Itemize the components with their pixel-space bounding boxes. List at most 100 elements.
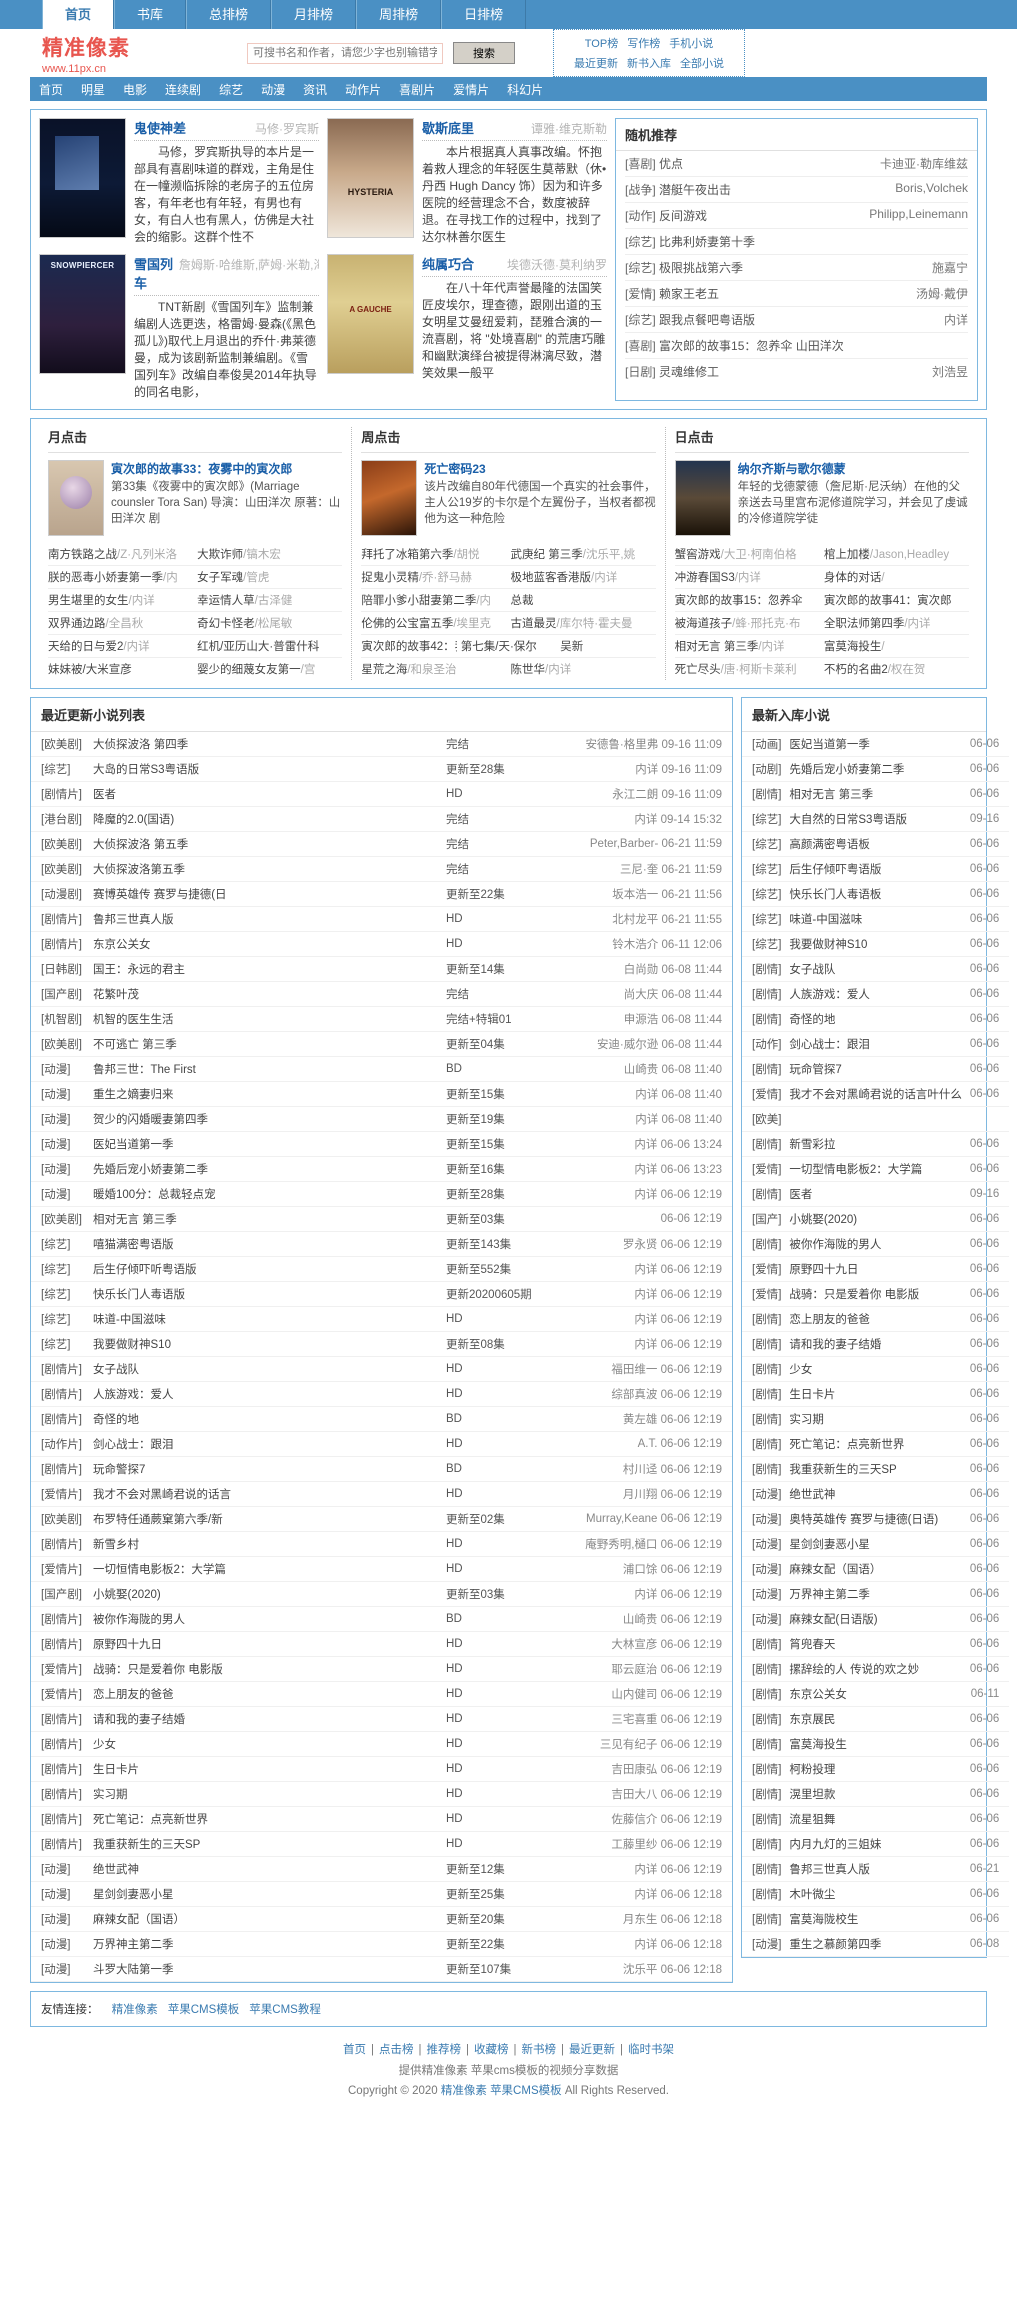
update-cell-c-name[interactable]: 新雪乡村 [89,1531,442,1557]
random-recommend-item[interactable]: [综艺] 极限挑战第六季 施嘉宁 [625,255,968,281]
featured-title[interactable]: 歇斯底里 [422,121,475,136]
newstore-cell-n-name[interactable]: 味道-中国滋味 [785,906,966,932]
nav-item-3[interactable]: 连续剧 [165,82,202,97]
click-list-cell[interactable]: 不朽的名曲2/权在贺 [824,661,969,677]
update-cell-c-name[interactable]: 布罗特任通蕨窠第六季/新 [89,1506,442,1532]
update-cell-c-name[interactable]: 大侦探波洛 第五季 [89,831,442,857]
newstore-cell-n-name[interactable]: 东京公关女 [785,1681,966,1707]
search-input[interactable] [247,42,443,64]
newstore-cell-n-name[interactable]: 重生之慕颜第四季 [785,1931,966,1957]
random-recommend-item[interactable]: [爱情] 赖家王老五 汤姆·戴伊 [625,281,968,307]
update-cell-c-name[interactable]: 重生之嫡妻归来 [89,1081,442,1107]
newstore-cell-n-name[interactable]: 东京展民 [785,1706,966,1732]
newstore-cell-n-name[interactable]: 柯粉投理 [785,1756,966,1782]
update-cell-c-name[interactable]: 小姚娶(2020) [89,1581,442,1607]
newstore-cell-n-name[interactable]: 相对无言 第三季 [785,781,966,807]
newstore-cell-n-name[interactable]: 麻辣女配(日语版) [785,1606,966,1632]
update-cell-c-name[interactable]: 请和我的妻子结婚 [89,1706,442,1732]
update-cell-c-name[interactable]: 鲁邦三世：The First [89,1056,442,1082]
click-list-cell[interactable]: 陈世华/内详 [511,661,656,677]
newstore-cell-n-name[interactable]: 剑心战士：跟泪 [785,1031,966,1057]
click-featured-title[interactable]: 死亡密码23 [424,462,486,476]
update-cell-c-name[interactable]: 医妃当道第一季 [89,1131,442,1157]
newstore-cell-n-name[interactable]: 人族游戏：爱人 [785,981,966,1007]
footer-nav-1[interactable]: 点击榜 [379,2044,414,2056]
newstore-cell-n-name[interactable]: 我才不会对黑崎君说的话言叶什么 [785,1081,966,1107]
friend-link-1[interactable]: 苹果CMS模板 [167,2004,240,2016]
random-recommend-item[interactable]: [日剧] 灵魂维修工 刘浩昱 [625,359,968,384]
footer-nav-2[interactable]: 推荐榜 [426,2044,462,2056]
click-list-cell[interactable]: 死亡尽头/唐·柯斯卡莱利 [675,661,820,677]
movie-poster[interactable] [39,254,126,374]
update-cell-c-name[interactable]: 大岛的日常S3粤语版 [89,756,442,782]
movie-poster[interactable] [327,254,414,374]
click-list-cell[interactable]: 奇幻卡怪老/松尾敏 [197,615,342,631]
newstore-cell-n-name[interactable]: 被你作海陇的男人 [785,1231,966,1257]
update-cell-c-name[interactable]: 原野四十九日 [89,1631,442,1657]
update-cell-c-name[interactable]: 医者 [89,781,442,807]
newstore-cell-n-name[interactable]: 流星狙舞 [785,1806,966,1832]
search-button[interactable]: 搜索 [453,42,515,64]
random-recommend-item[interactable]: [综艺] 比弗利娇妻第十季 [625,229,968,255]
click-list-cell[interactable]: 富莫海投生/ [824,638,969,654]
newstore-cell-n-name[interactable]: 绝世武神 [785,1481,966,1507]
top-tab-5[interactable]: 日排榜 [441,0,527,29]
newstore-cell-n-name[interactable] [785,1106,966,1132]
update-cell-c-name[interactable]: 我要做财神S10 [89,1331,442,1357]
footer-copy-link-0[interactable]: 精准像素 [440,2085,487,2097]
click-list-cell[interactable]: 寅次郎的故事15：忽养伞 [675,592,820,608]
nav-item-1[interactable]: 明星 [81,82,106,97]
update-cell-c-name[interactable]: 斗罗大陆第一季 [89,1956,442,1982]
newstore-cell-n-name[interactable]: 小姚娶(2020) [785,1206,966,1232]
movie-poster[interactable] [674,460,731,536]
newstore-cell-n-name[interactable]: 少女 [785,1356,966,1382]
newstore-cell-n-name[interactable]: 新雪彩拉 [785,1131,966,1157]
friend-link-2[interactable]: 苹果CMS教程 [249,2004,321,2016]
nav-item-10[interactable]: 科幻片 [507,82,544,97]
update-cell-c-name[interactable]: 我才不会对黑崎君说的话言 [89,1481,442,1507]
newstore-cell-n-name[interactable]: 后生仔倾吓粤语版 [785,856,966,882]
quick-link-1-0[interactable]: 最近更新 [574,58,618,70]
newstore-cell-n-name[interactable]: 奇怪的地 [785,1006,966,1032]
click-list-cell[interactable]: 寅次郎的故事42：我的舅 [361,638,456,654]
click-list-cell[interactable]: 拜托了冰箱第六季/胡悦 [361,546,506,562]
random-recommend-item[interactable]: [喜剧] 优点 卡迪亚·勒库维兹 [625,151,968,177]
quick-link-1-2[interactable]: 全部小说 [680,58,724,70]
update-cell-c-name[interactable]: 先婚后宠小娇妻第二季 [89,1156,442,1182]
random-recommend-item[interactable]: [喜剧] 富次郎的故事15：忽养伞 山田洋次 [625,333,968,359]
click-list-cell[interactable]: 蟹窖游戏/大卫·柯南伯格 [675,546,820,562]
newstore-cell-n-name[interactable]: 筲兜春天 [785,1631,966,1657]
nav-item-5[interactable]: 动漫 [261,82,286,97]
nav-item-9[interactable]: 爱情片 [453,82,490,97]
featured-title[interactable]: 纯属巧合 [422,257,475,272]
update-cell-c-name[interactable]: 玩命警探7 [89,1456,442,1482]
newstore-cell-n-name[interactable]: 摞辞绘的人 传说的欢之妙 [785,1656,966,1682]
click-list-cell[interactable]: 总裁 [511,592,656,608]
update-cell-c-name[interactable]: 绝世武神 [89,1856,442,1882]
update-cell-c-name[interactable]: 花繁叶茂 [89,981,442,1007]
update-cell-c-name[interactable]: 麻辣女配（国语） [89,1906,442,1932]
newstore-cell-n-name[interactable]: 请和我的妻子结婚 [785,1331,966,1357]
friend-link-0[interactable]: 精准像素 [111,2004,158,2016]
click-list-cell[interactable]: 棺上加楼/Jason,Headley [824,546,969,562]
newstore-cell-n-name[interactable]: 木叶微尘 [785,1881,966,1907]
featured-title[interactable]: 鬼使神差 [134,121,187,136]
newstore-cell-n-name[interactable]: 富莫海陇校生 [785,1906,966,1932]
click-list-cell[interactable]: 婴少的细蔑女友第一/宫 [197,661,342,677]
newstore-cell-n-name[interactable]: 恋上朋友的爸爸 [785,1306,966,1332]
update-cell-c-name[interactable]: 奇怪的地 [89,1406,442,1432]
click-list-cell[interactable]: 极地蓝客香港版/内详 [511,569,656,585]
click-list-cell[interactable]: 幸运情人草/古泽健 [197,592,342,608]
newstore-cell-n-name[interactable]: 先婚后宠小娇妻第二季 [785,756,966,782]
click-list-cell[interactable]: 冲游春国S3/内详 [675,569,820,585]
top-tab-1[interactable]: 书库 [114,0,187,29]
update-cell-c-name[interactable]: 不可逃亡 第三季 [89,1031,442,1057]
random-recommend-item[interactable]: [综艺] 跟我点餐吧粤语版 内详 [625,307,968,333]
click-list-cell[interactable]: 第七集/天·保尔 [461,638,556,654]
newstore-cell-n-name[interactable]: 万界神主第二季 [785,1581,966,1607]
update-cell-c-name[interactable]: 万界神主第二季 [89,1931,442,1957]
update-cell-c-name[interactable]: 剑心战士：跟泪 [89,1431,442,1457]
update-cell-c-name[interactable]: 死亡笔记：点亮新世界 [89,1806,442,1832]
click-list-cell[interactable]: 身体的对话/ [824,569,969,585]
update-cell-c-name[interactable]: 相对无言 第三季 [89,1206,442,1232]
